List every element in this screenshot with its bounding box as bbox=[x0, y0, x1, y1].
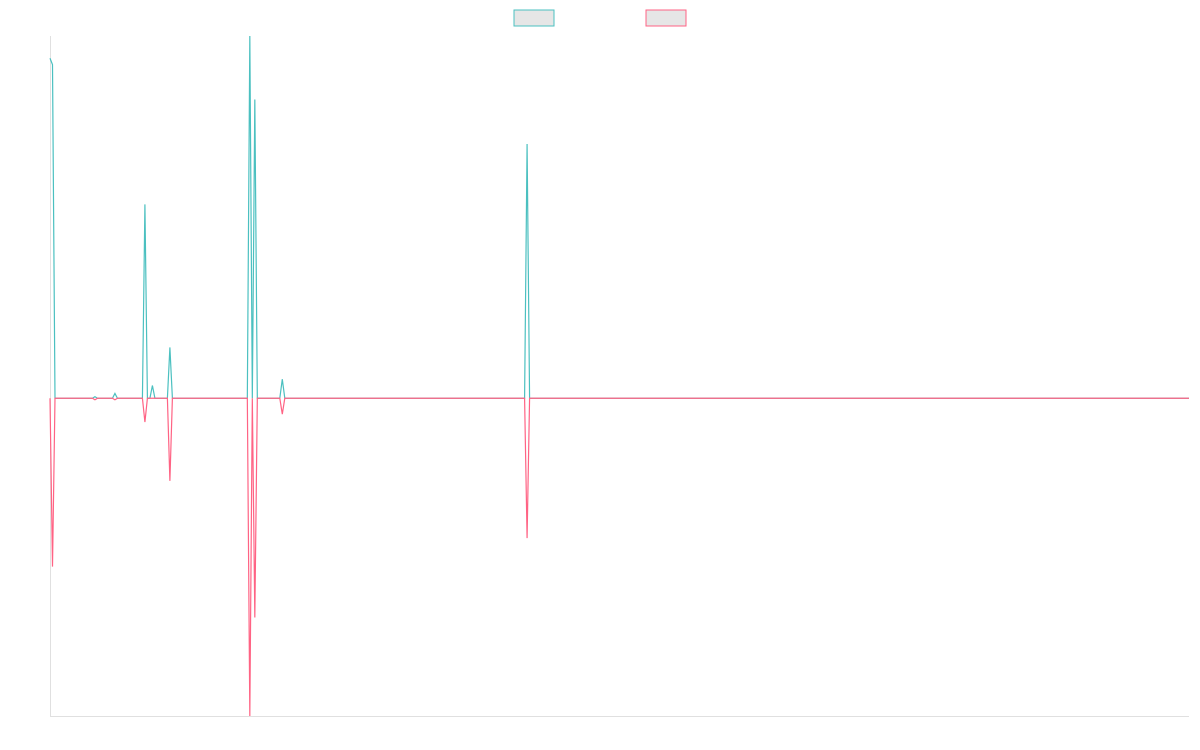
series-line bbox=[49, 35, 1189, 399]
legend-swatch bbox=[513, 9, 555, 27]
series-line bbox=[49, 397, 1189, 717]
legend-swatch bbox=[645, 9, 687, 27]
